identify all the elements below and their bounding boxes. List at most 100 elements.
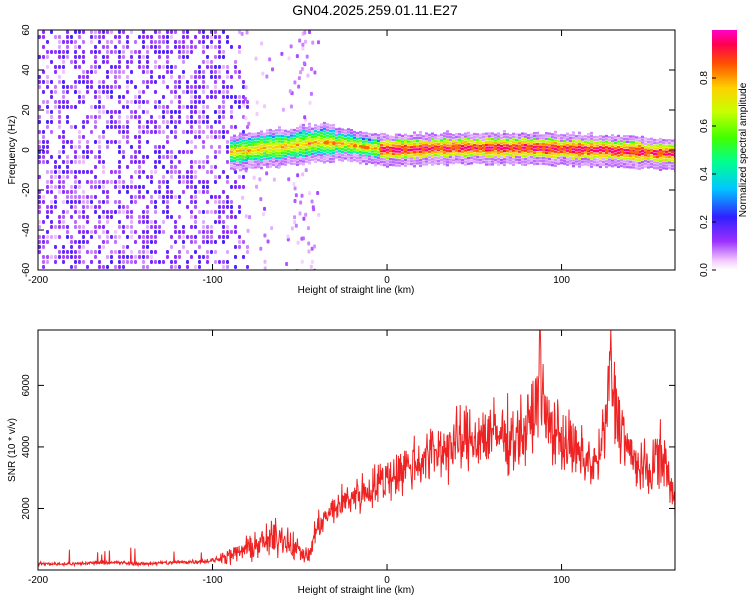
spectrogram-cell [106, 90, 109, 94]
spectrogram-cell [222, 55, 225, 59]
spectrogram-cell [78, 230, 81, 234]
spectrogram-cell [316, 147, 320, 151]
spectrogram-cell [252, 175, 256, 180]
spectrogram-cell [182, 60, 185, 64]
spectrogram-cell [577, 148, 581, 151]
spectrogram-cell [508, 150, 512, 154]
spectrogram-cell [222, 100, 225, 104]
spectrogram-cell [448, 144, 452, 147]
spectrogram-cell [194, 265, 197, 269]
spectrogram-cell [54, 245, 57, 249]
spectrogram-cell [94, 255, 97, 259]
spectrogram-cell [619, 142, 623, 145]
spectrogram-cell [469, 162, 473, 165]
spectrogram-cell [454, 149, 458, 153]
spectrogram-cell [287, 177, 291, 182]
spectrogram-cell [102, 130, 105, 134]
spectrogram-cell [445, 161, 449, 164]
spectrogram-cell [66, 55, 69, 59]
spectrogram-cell [448, 161, 452, 164]
spectrogram-cell [74, 175, 77, 179]
spectrogram-cell [130, 175, 133, 179]
spectrogram-cell [616, 151, 620, 154]
spectrogram-cell [406, 140, 410, 143]
spectrogram-cell [162, 200, 165, 204]
spectrogram-cell [589, 154, 593, 157]
spectrogram-cell [142, 90, 145, 94]
spectrogram-cell [640, 163, 644, 167]
spectrogram-cell [559, 150, 563, 154]
spectrogram-cell [62, 250, 65, 254]
spectrogram-cell [214, 180, 217, 184]
spectrogram-cell [54, 35, 57, 39]
spectrogram-cell [42, 240, 45, 244]
spectrogram-cell [274, 137, 278, 140]
spectrogram-cell [90, 200, 93, 204]
spectrogram-cell [190, 130, 193, 134]
spectrogram-cell [206, 135, 209, 139]
spectrogram-cell [322, 121, 326, 125]
spectrogram-cell [235, 141, 239, 144]
spectrogram-cell [550, 133, 554, 136]
spectrogram-cell [142, 160, 145, 164]
spectrogram-cell [289, 137, 293, 140]
spectrogram-cell [295, 141, 299, 144]
spectrogram-cell [138, 125, 141, 129]
spectrogram-cell [607, 141, 611, 145]
spectrogram-cell [456, 146, 460, 150]
spectrogram-cell [541, 137, 545, 140]
spectrogram-cell [538, 145, 542, 149]
spectrogram-cell [154, 120, 157, 124]
spectrogram-cell [517, 158, 521, 162]
spectrogram-cell [592, 135, 596, 139]
spectrogram-cell [222, 85, 225, 89]
spectrogram-cell [667, 150, 671, 153]
spectrogram-cell [214, 165, 217, 169]
spectrogram-cell [352, 158, 356, 162]
spectrogram-cell [631, 157, 635, 161]
spectrogram-cell [126, 130, 129, 134]
spectrogram-cell [190, 225, 193, 229]
spectrogram-cell [622, 143, 626, 146]
spectrogram-cell [142, 170, 145, 174]
spectrogram-cell [186, 175, 189, 179]
spectrogram-cell [637, 145, 641, 148]
spectrogram-cell [574, 149, 578, 152]
spectrogram-cell [580, 160, 584, 164]
spectrogram-cell [316, 150, 320, 154]
spectrogram-cell [304, 149, 308, 152]
spectrogram-cell [541, 156, 545, 160]
spectrogram-cell [499, 147, 503, 151]
spectrogram-cell [268, 165, 272, 168]
spectrogram-cell [46, 260, 49, 264]
spectrogram-cell [568, 153, 572, 157]
spectrogram-cell [598, 151, 602, 155]
spectrogram-cell [122, 225, 125, 229]
spectrogram-cell [226, 130, 229, 134]
spectrogram-cell [598, 157, 602, 160]
spectrogram-cell [469, 156, 473, 159]
colorbar-tick-label: 0.2 [699, 215, 710, 229]
spectrogram-cell [373, 135, 377, 139]
spectrogram-cell [170, 175, 173, 179]
spectrogram-cell [158, 50, 161, 54]
spectrogram-cell [553, 147, 557, 151]
spectrogram-cell [514, 161, 518, 164]
spectrogram-cell [246, 100, 249, 104]
spectrogram-cell [556, 162, 560, 165]
spectrogram-cell [607, 158, 611, 161]
spectrogram-cell [232, 159, 236, 163]
spectrogram-cell [78, 65, 81, 69]
spectrogram-cell [595, 136, 599, 139]
spectrogram-cell [580, 143, 584, 147]
spectrogram-cell [577, 131, 581, 135]
spectrogram-cell [295, 146, 299, 150]
spectrogram-cell [263, 104, 267, 109]
spectrogram-cell [592, 155, 596, 158]
spectrogram-cell [397, 133, 401, 136]
spectrogram-cell [367, 160, 371, 164]
spectrogram-cell [364, 137, 368, 140]
spectrogram-cell [472, 138, 476, 141]
spectrogram-cell [622, 163, 626, 166]
spectrogram-cell [78, 100, 81, 104]
